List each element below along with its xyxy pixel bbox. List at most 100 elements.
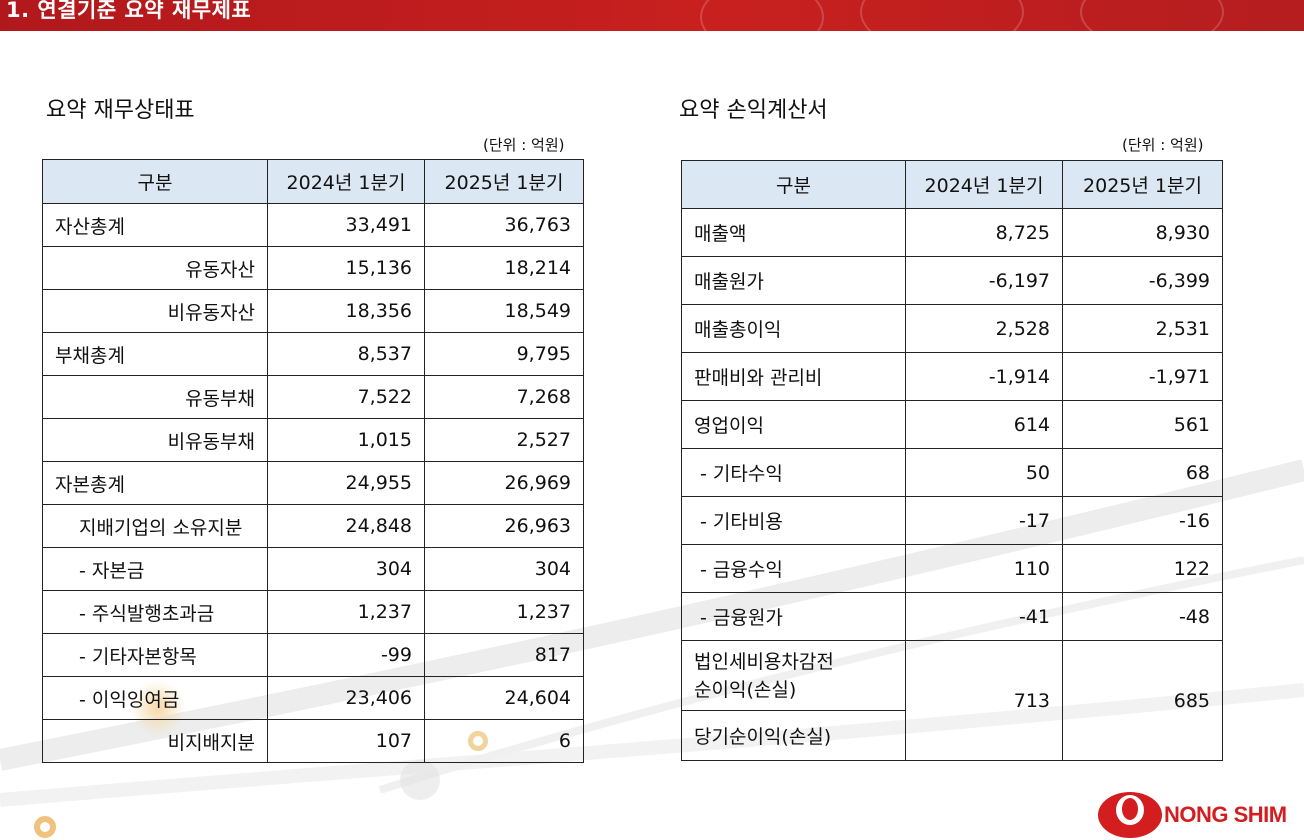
column-header: 구분 <box>681 160 906 209</box>
cell-value: 107 <box>267 719 425 763</box>
cell-value: -1,971 <box>1062 352 1223 401</box>
income-statement-title: 요약 손익계산서 <box>679 98 828 123</box>
balance-sheet-unit: (단위 : 억원) <box>483 136 565 154</box>
logo-text: NONG SHIM <box>1164 802 1287 827</box>
cell-value: -16 <box>1062 496 1223 545</box>
cell-value: -6,197 <box>905 256 1063 305</box>
decorative-swirl <box>860 0 1024 31</box>
table-row: - 금융원가 -41 -48 <box>681 592 1223 641</box>
row-label: - 금융수익 <box>681 544 906 593</box>
cell-value: 2,527 <box>424 418 584 462</box>
cell-value: -48 <box>1062 592 1223 641</box>
cell-value: 304 <box>267 547 425 591</box>
cell-value: 1,237 <box>424 590 584 634</box>
cell-value: 6 <box>424 719 584 763</box>
column-header: 2025년 1분기 <box>1062 160 1223 209</box>
cell-value: 304 <box>424 547 584 591</box>
logo-mark-icon <box>1098 792 1162 838</box>
cell-value: 9,795 <box>424 332 584 376</box>
table-row: 유동부채 7,522 7,268 <box>42 375 584 419</box>
row-label: 지배기업의 소유지분 <box>42 504 268 548</box>
row-label: - 금융원가 <box>681 592 906 641</box>
cell-value: 685 <box>1062 640 1223 761</box>
table-row: - 이익잉여금 23,406 24,604 <box>42 676 584 720</box>
balance-sheet-table: 구분 2024년 1분기 2025년 1분기 자산총계 33,491 36,76… <box>42 159 584 763</box>
cell-value: -17 <box>905 496 1063 545</box>
cell-value: 50 <box>905 448 1063 497</box>
cell-value: 8,725 <box>905 208 1063 257</box>
table-row: 판매비와 관리비 -1,914 -1,971 <box>681 352 1223 401</box>
row-label: - 이익잉여금 <box>42 676 268 720</box>
table-row: - 금융수익 110 122 <box>681 544 1223 593</box>
cell-value: 7,268 <box>424 375 584 419</box>
row-label: 매출총이익 <box>681 304 906 353</box>
cell-value: 8,930 <box>1062 208 1223 257</box>
cell-value: 713 <box>905 640 1063 761</box>
table-row: 자본총계 24,955 26,969 <box>42 461 584 505</box>
cell-value: 817 <box>424 633 584 677</box>
row-label: 판매비와 관리비 <box>681 352 906 401</box>
table-row: - 주식발행초과금 1,237 1,237 <box>42 590 584 634</box>
row-label: - 주식발행초과금 <box>42 590 268 634</box>
row-label: - 자본금 <box>42 547 268 591</box>
cell-value: 561 <box>1062 400 1223 449</box>
row-label: 매출액 <box>681 208 906 257</box>
row-label: 유동자산 <box>42 246 268 290</box>
decorative-swirl <box>700 0 824 31</box>
cell-value: 24,848 <box>267 504 425 548</box>
row-label-line: 법인세비용차감전 <box>694 650 834 673</box>
table-row: 법인세비용차감전 순이익(손실) 713 685 <box>681 640 1223 761</box>
table-row: - 기타수익 50 68 <box>681 448 1223 497</box>
table-header-row: 구분 2024년 1분기 2025년 1분기 <box>42 159 584 204</box>
table-row: - 기타자본항목 -99 817 <box>42 633 584 677</box>
row-label: - 기타수익 <box>681 448 906 497</box>
cell-value: 2,531 <box>1062 304 1223 353</box>
table-row: 자산총계 33,491 36,763 <box>42 203 584 247</box>
cell-value: -6,399 <box>1062 256 1223 305</box>
row-label: 영업이익 <box>681 400 906 449</box>
row-label: 당기순이익(손실) <box>681 710 906 761</box>
cell-value: 614 <box>905 400 1063 449</box>
table-row: 비지배지분 107 6 <box>42 719 584 763</box>
cell-value: 1,015 <box>267 418 425 462</box>
table-row: 영업이익 614 561 <box>681 400 1223 449</box>
table-header-row: 구분 2024년 1분기 2025년 1분기 <box>681 160 1223 209</box>
cell-value: 24,955 <box>267 461 425 505</box>
cell-value: 110 <box>905 544 1063 593</box>
table-row: 비유동부채 1,015 2,527 <box>42 418 584 462</box>
row-label: 부채총계 <box>42 332 268 376</box>
row-label-line: 순이익(손실) <box>694 678 797 701</box>
page-title: 1. 연결기준 요약 재무제표 <box>6 0 252 22</box>
cell-value: 18,214 <box>424 246 584 290</box>
cell-value: 23,406 <box>267 676 425 720</box>
cell-value: -99 <box>267 633 425 677</box>
column-header: 2024년 1분기 <box>905 160 1063 209</box>
income-statement-unit: (단위 : 억원) <box>1122 136 1204 154</box>
balance-sheet-title: 요약 재무상태표 <box>46 98 195 123</box>
column-header: 2024년 1분기 <box>267 159 425 204</box>
cell-value: 26,969 <box>424 461 584 505</box>
cell-value: 1,237 <box>267 590 425 634</box>
table-row: 매출액 8,725 8,930 <box>681 208 1223 257</box>
table-row: 매출총이익 2,528 2,531 <box>681 304 1223 353</box>
row-label: - 기타자본항목 <box>42 633 268 677</box>
cell-value: 2,528 <box>905 304 1063 353</box>
cell-value: -1,914 <box>905 352 1063 401</box>
table-row: 부채총계 8,537 9,795 <box>42 332 584 376</box>
nongshim-logo: NONG SHIM <box>1098 792 1294 838</box>
cell-value: 18,356 <box>267 289 425 333</box>
cell-value: 122 <box>1062 544 1223 593</box>
cell-value: 33,491 <box>267 203 425 247</box>
table-row: - 자본금 304 304 <box>42 547 584 591</box>
cell-value: 18,549 <box>424 289 584 333</box>
cell-value: 36,763 <box>424 203 584 247</box>
row-label: 비유동부채 <box>42 418 268 462</box>
cell-value: -41 <box>905 592 1063 641</box>
table-row: - 기타비용 -17 -16 <box>681 496 1223 545</box>
row-label: - 기타비용 <box>681 496 906 545</box>
column-header: 2025년 1분기 <box>424 159 584 204</box>
decorative-ring <box>34 816 56 838</box>
table-row: 당기순이익(손실) <box>681 710 1223 761</box>
cell-value: 24,604 <box>424 676 584 720</box>
table-row: 매출원가 -6,197 -6,399 <box>681 256 1223 305</box>
